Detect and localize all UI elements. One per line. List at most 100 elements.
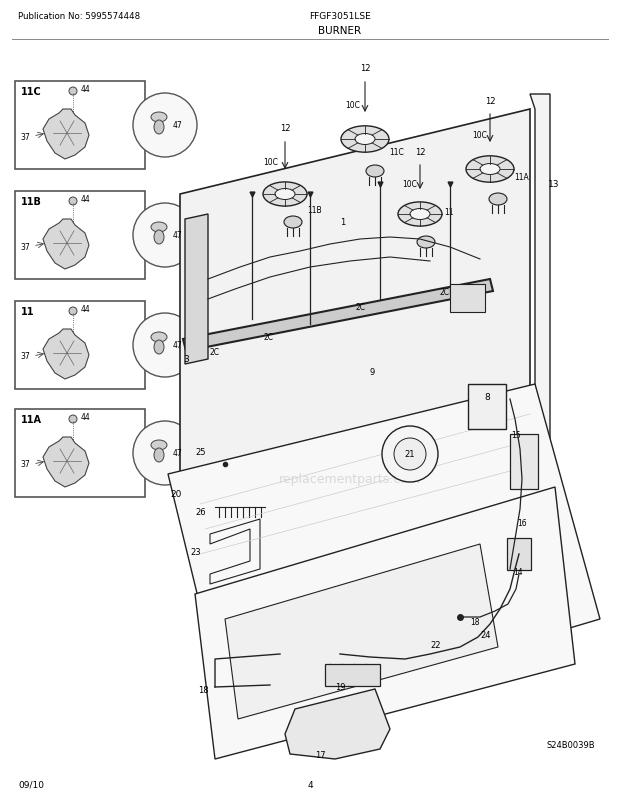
- Ellipse shape: [154, 121, 164, 135]
- Text: 12: 12: [280, 124, 290, 133]
- Polygon shape: [183, 280, 493, 351]
- Text: 19: 19: [335, 683, 345, 691]
- Text: 2C: 2C: [210, 347, 220, 357]
- Ellipse shape: [151, 223, 167, 233]
- Ellipse shape: [480, 164, 500, 176]
- Bar: [468, 384, 506, 429]
- Bar: [15, 302, 145, 390]
- Text: 44: 44: [81, 85, 91, 95]
- Text: 10C: 10C: [345, 101, 360, 110]
- Circle shape: [133, 314, 197, 378]
- Bar: [15, 82, 145, 170]
- Text: 10C: 10C: [264, 158, 278, 167]
- Text: 09/10: 09/10: [18, 780, 44, 789]
- Text: 25: 25: [195, 448, 205, 456]
- Ellipse shape: [151, 333, 167, 342]
- Text: 44: 44: [81, 195, 91, 205]
- Text: replacementparts.com: replacementparts.com: [279, 473, 421, 486]
- Text: BURNER: BURNER: [319, 26, 361, 36]
- Ellipse shape: [263, 183, 307, 207]
- Polygon shape: [285, 689, 390, 759]
- Bar: [510, 435, 538, 489]
- Text: 44: 44: [81, 413, 91, 422]
- Circle shape: [69, 198, 77, 206]
- FancyBboxPatch shape: [507, 538, 531, 570]
- Text: 17: 17: [315, 750, 326, 759]
- Bar: [450, 285, 485, 313]
- Ellipse shape: [151, 440, 167, 451]
- Text: 37: 37: [20, 460, 30, 469]
- Polygon shape: [195, 488, 575, 759]
- Text: 44: 44: [81, 305, 91, 314]
- Text: 12: 12: [360, 64, 370, 73]
- Ellipse shape: [154, 341, 164, 354]
- Text: 15: 15: [511, 431, 521, 439]
- Ellipse shape: [284, 217, 302, 229]
- Polygon shape: [505, 95, 550, 664]
- Ellipse shape: [355, 134, 375, 145]
- Text: FFGF3051LSE: FFGF3051LSE: [309, 12, 371, 21]
- Text: 18: 18: [198, 685, 208, 695]
- Circle shape: [133, 94, 197, 158]
- Text: 14: 14: [513, 567, 523, 577]
- Text: 11A: 11A: [514, 172, 529, 182]
- Text: 24: 24: [480, 630, 490, 639]
- Text: 37: 37: [20, 352, 30, 361]
- Text: 10C: 10C: [402, 180, 417, 188]
- Ellipse shape: [410, 209, 430, 221]
- Ellipse shape: [366, 166, 384, 178]
- Circle shape: [133, 422, 197, 485]
- Text: 4: 4: [307, 780, 313, 789]
- Bar: [15, 410, 145, 497]
- Text: 11C: 11C: [389, 148, 404, 157]
- Text: 12: 12: [485, 97, 495, 106]
- Text: 16: 16: [517, 518, 527, 528]
- Ellipse shape: [151, 113, 167, 123]
- Text: 2C: 2C: [263, 333, 273, 342]
- Polygon shape: [43, 220, 89, 269]
- Ellipse shape: [154, 448, 164, 463]
- Circle shape: [69, 308, 77, 316]
- Text: 37: 37: [20, 132, 30, 141]
- Polygon shape: [43, 110, 89, 160]
- Text: S24B0039B: S24B0039B: [546, 740, 595, 749]
- Circle shape: [394, 439, 426, 471]
- Text: 11A: 11A: [21, 415, 42, 424]
- Text: 11: 11: [21, 306, 35, 317]
- Text: 18: 18: [470, 618, 480, 626]
- Circle shape: [69, 88, 77, 96]
- Text: 47: 47: [173, 341, 183, 350]
- Text: 8: 8: [484, 392, 490, 402]
- Ellipse shape: [341, 127, 389, 153]
- Ellipse shape: [417, 237, 435, 249]
- Ellipse shape: [466, 156, 514, 183]
- Text: 11B: 11B: [21, 196, 42, 207]
- Text: 2C: 2C: [440, 288, 450, 297]
- Text: 12: 12: [415, 148, 425, 157]
- Bar: [325, 664, 380, 687]
- Text: 9: 9: [370, 367, 375, 376]
- Text: 22: 22: [430, 640, 440, 649]
- Text: 26: 26: [195, 508, 206, 516]
- Ellipse shape: [154, 231, 164, 245]
- Text: 2C: 2C: [355, 302, 365, 312]
- Text: 37: 37: [20, 242, 30, 251]
- Text: 11B: 11B: [307, 206, 322, 215]
- Polygon shape: [225, 545, 498, 719]
- Polygon shape: [185, 215, 208, 365]
- Circle shape: [382, 427, 438, 482]
- Ellipse shape: [489, 194, 507, 206]
- Text: 10C: 10C: [472, 131, 487, 140]
- Text: 21: 21: [405, 450, 415, 459]
- Text: 11C: 11C: [21, 87, 42, 97]
- Ellipse shape: [275, 189, 295, 200]
- Text: 47: 47: [173, 231, 183, 241]
- Text: 23: 23: [190, 547, 201, 557]
- Polygon shape: [43, 330, 89, 379]
- Bar: [15, 192, 145, 280]
- Ellipse shape: [398, 203, 442, 227]
- Text: 13: 13: [548, 180, 559, 188]
- Polygon shape: [180, 110, 530, 480]
- Text: 47: 47: [173, 121, 183, 131]
- Text: 11: 11: [444, 208, 453, 217]
